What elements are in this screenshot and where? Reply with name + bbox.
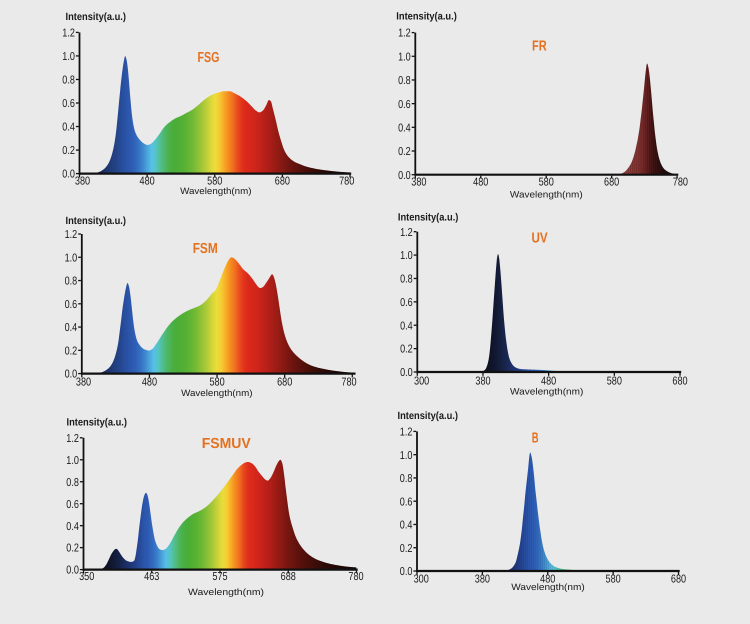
svg-text:0.2: 0.2 [400,344,413,356]
svg-text:FSG: FSG [198,50,220,66]
svg-text:1.2: 1.2 [66,433,79,445]
svg-text:0.8: 0.8 [400,473,413,485]
svg-text:0.2: 0.2 [398,146,411,158]
svg-text:UV: UV [532,231,548,247]
svg-text:1.0: 1.0 [66,455,79,467]
svg-text:780: 780 [341,376,356,388]
svg-text:680: 680 [604,177,619,189]
svg-text:Wavelength(nm): Wavelength(nm) [510,387,583,397]
svg-text:Intensity(a.u.): Intensity(a.u.) [398,410,459,422]
svg-text:Intensity(a.u.): Intensity(a.u.) [66,215,127,227]
svg-text:780: 780 [673,177,688,189]
svg-text:380: 380 [76,376,91,388]
svg-text:0.4: 0.4 [400,520,413,532]
svg-text:0.8: 0.8 [62,75,75,87]
svg-text:0.2: 0.2 [66,543,79,555]
svg-text:0.4: 0.4 [398,122,411,134]
svg-text:FSMUV: FSMUV [202,436,251,452]
svg-text:Wavelength(nm): Wavelength(nm) [510,189,583,199]
svg-text:688: 688 [281,571,296,583]
svg-text:Wavelength(nm): Wavelength(nm) [511,582,585,592]
svg-text:Wavelength(nm): Wavelength(nm) [188,587,264,597]
svg-text:Wavelength(nm): Wavelength(nm) [180,186,251,196]
svg-text:300: 300 [414,375,429,387]
svg-text:Wavelength(nm): Wavelength(nm) [181,388,252,398]
svg-text:480: 480 [541,375,556,387]
svg-text:680: 680 [275,176,290,188]
svg-text:0.4: 0.4 [400,320,413,332]
svg-text:0.0: 0.0 [62,169,75,181]
svg-text:1.2: 1.2 [65,229,78,241]
svg-text:Intensity(a.u.): Intensity(a.u.) [67,417,128,429]
svg-text:0.0: 0.0 [398,170,411,182]
svg-text:300: 300 [414,574,429,586]
svg-text:380: 380 [411,177,426,189]
svg-text:380: 380 [75,176,90,188]
svg-text:780: 780 [339,176,354,188]
svg-text:350: 350 [79,571,94,583]
svg-text:0.8: 0.8 [398,75,411,87]
svg-text:1.0: 1.0 [400,450,413,462]
svg-text:0.2: 0.2 [65,345,78,357]
svg-text:0.6: 0.6 [65,299,78,311]
svg-text:0.0: 0.0 [65,369,78,381]
svg-text:1.0: 1.0 [65,252,78,264]
svg-text:480: 480 [540,574,555,586]
svg-text:780: 780 [348,571,363,583]
svg-text:1.2: 1.2 [400,227,413,239]
svg-text:0.0: 0.0 [400,367,413,379]
svg-text:0.4: 0.4 [66,521,79,533]
svg-text:0.6: 0.6 [62,98,75,110]
svg-text:580: 580 [539,177,554,189]
svg-text:0.6: 0.6 [400,496,413,508]
svg-text:0.2: 0.2 [62,145,75,157]
svg-text:380: 380 [475,375,490,387]
svg-text:Intensity(a.u.): Intensity(a.u.) [398,212,459,224]
svg-text:575: 575 [212,571,227,583]
svg-text:0.0: 0.0 [400,566,413,578]
svg-text:580: 580 [607,375,622,387]
svg-text:0.6: 0.6 [400,297,413,309]
svg-text:Intensity(a.u.): Intensity(a.u.) [66,11,127,23]
svg-text:0.6: 0.6 [398,99,411,111]
svg-text:580: 580 [207,176,222,188]
svg-text:1.0: 1.0 [398,51,411,63]
svg-text:0.8: 0.8 [400,274,413,286]
svg-text:580: 580 [606,574,621,586]
svg-text:480: 480 [142,376,157,388]
svg-text:480: 480 [140,176,155,188]
svg-text:680: 680 [672,375,687,387]
svg-text:463: 463 [144,571,159,583]
svg-text:680: 680 [671,574,686,586]
svg-text:1.0: 1.0 [62,51,75,63]
svg-text:FSM: FSM [193,241,218,257]
svg-text:Intensity(a.u.): Intensity(a.u.) [396,11,457,23]
svg-text:580: 580 [209,376,224,388]
svg-text:0.8: 0.8 [65,276,78,288]
svg-text:B: B [532,431,539,447]
svg-text:1.0: 1.0 [400,250,413,262]
svg-text:0.2: 0.2 [400,543,413,555]
svg-text:1.2: 1.2 [62,28,75,40]
svg-text:1.2: 1.2 [398,28,411,40]
svg-text:FR: FR [532,38,547,54]
svg-text:480: 480 [473,177,488,189]
svg-text:1.2: 1.2 [400,427,413,439]
svg-text:0.6: 0.6 [66,499,79,511]
svg-text:680: 680 [277,376,292,388]
svg-text:0.8: 0.8 [66,477,79,489]
svg-text:0.0: 0.0 [66,565,79,577]
svg-text:380: 380 [475,574,490,586]
svg-text:0.4: 0.4 [62,122,75,134]
svg-text:0.4: 0.4 [65,322,78,334]
